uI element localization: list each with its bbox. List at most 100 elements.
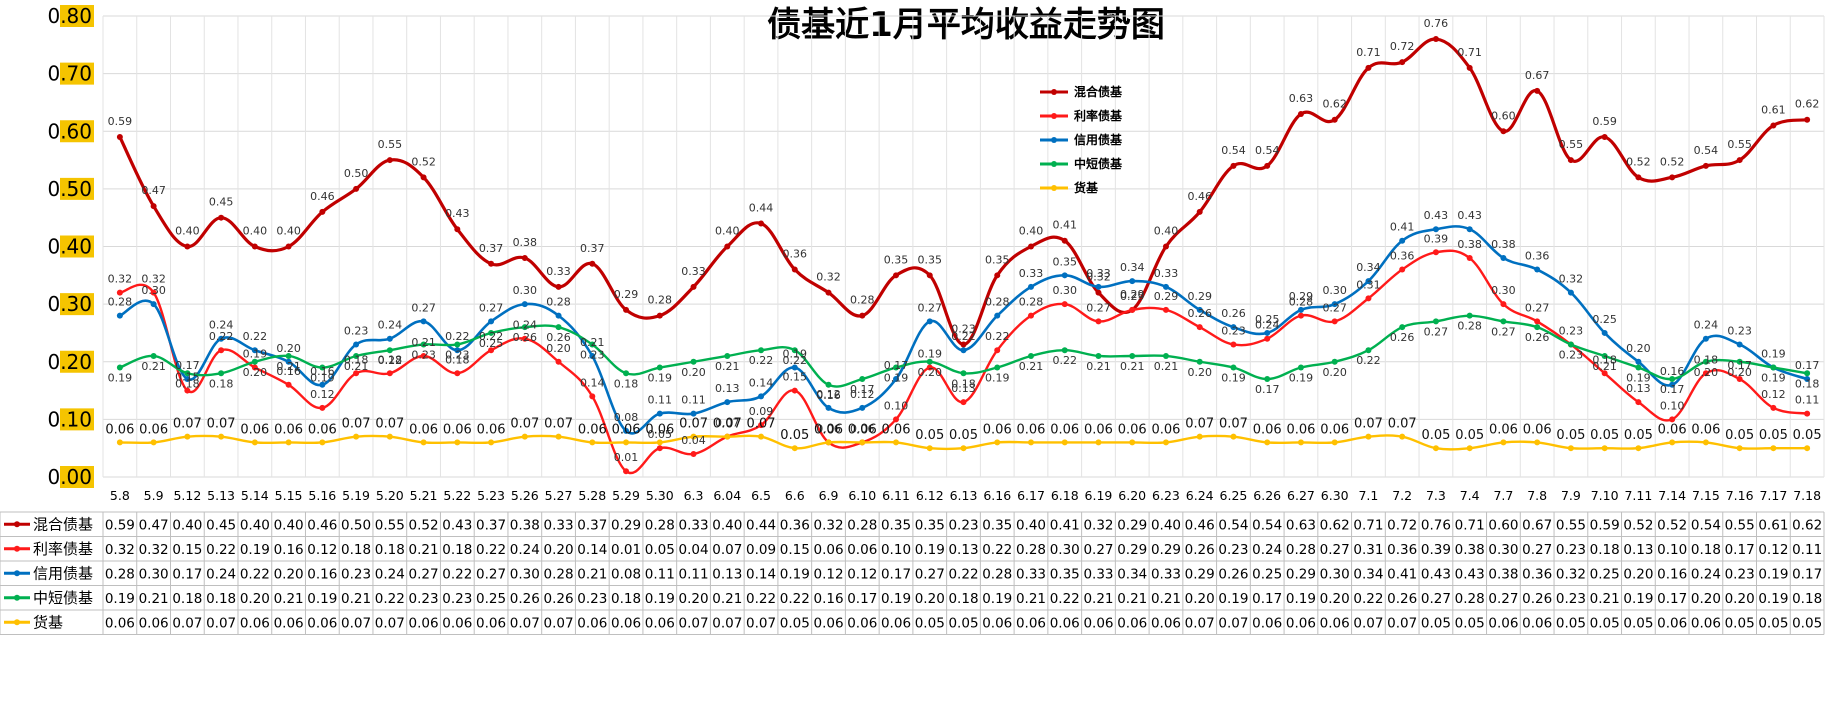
data-point	[1635, 364, 1642, 371]
data-point	[859, 404, 866, 411]
table-cell: 0.07	[1218, 615, 1248, 631]
data-label: 0.36	[783, 248, 808, 261]
data-label: 0.19	[1761, 348, 1786, 361]
data-label: 0.06	[1523, 422, 1552, 437]
data-point	[454, 226, 461, 233]
table-cell: 0.22	[982, 542, 1012, 558]
table-cell: 0.15	[172, 542, 202, 558]
data-label: 0.05	[780, 428, 809, 443]
y-tick-label: 0.70	[47, 62, 92, 86]
data-point	[960, 370, 967, 377]
data-label: 0.05	[1793, 428, 1822, 443]
table-cell: 0.19	[645, 591, 675, 607]
data-label: 0.59	[108, 115, 133, 128]
data-label: 0.07	[173, 417, 202, 432]
table-cell: 0.27	[1522, 542, 1552, 558]
data-label: 0.06	[1084, 422, 1113, 437]
table-cell: 0.41	[1387, 566, 1417, 582]
data-point	[1601, 445, 1608, 452]
data-label: 0.35	[918, 253, 943, 266]
data-point	[454, 347, 461, 354]
data-point	[1196, 208, 1203, 215]
data-point	[285, 381, 292, 388]
legend-marker	[1051, 113, 1057, 119]
data-label: 0.07	[510, 417, 539, 432]
table-cell: 0.09	[746, 542, 776, 558]
table-cell: 0.40	[712, 517, 742, 533]
data-point	[960, 445, 967, 452]
legend-marker	[1051, 185, 1057, 191]
data-label: 0.23	[1559, 324, 1584, 337]
data-label: 0.44	[749, 201, 774, 214]
table-cell: 0.20	[1691, 591, 1721, 607]
y-tick-label: 0.50	[47, 177, 92, 201]
table-cell: 0.29	[1185, 566, 1215, 582]
table-cell: 0.32	[139, 542, 169, 558]
data-point	[960, 399, 967, 406]
x-tick-label: 6.11	[882, 488, 910, 503]
legend-label: 中短债基	[1074, 156, 1123, 171]
x-tick-label: 6.9	[819, 488, 839, 503]
data-label: 0.23	[1221, 324, 1246, 337]
data-point	[555, 312, 562, 319]
data-point	[1264, 376, 1271, 383]
table-cell: 0.40	[1016, 517, 1046, 533]
data-point	[1635, 399, 1642, 406]
data-label: 0.62	[1795, 98, 1820, 111]
table-cell: 0.06	[611, 615, 641, 631]
data-label: 0.32	[1086, 271, 1111, 284]
table-cell: 0.16	[307, 566, 337, 582]
data-label: 0.33	[681, 265, 706, 278]
data-label: 0.05	[915, 428, 944, 443]
table-cell: 0.06	[813, 615, 843, 631]
table-cell: 0.27	[1320, 542, 1350, 558]
table-cell: 0.28	[544, 566, 574, 582]
data-label: 0.40	[175, 225, 200, 238]
table-cell: 0.27	[476, 566, 506, 582]
table-row-label: 利率债基	[33, 540, 93, 558]
data-label: 0.27	[1322, 301, 1347, 314]
data-point	[1635, 445, 1642, 452]
x-tick-label: 5.8	[110, 488, 130, 503]
table-cell: 0.22	[476, 542, 506, 558]
data-point	[1365, 64, 1372, 71]
data-label: 0.27	[1491, 325, 1516, 338]
y-tick-highlight	[60, 235, 94, 258]
y-tick-highlight	[60, 293, 94, 316]
x-tick-label: 7.17	[1759, 488, 1787, 503]
data-label: 0.32	[108, 273, 133, 286]
table-cell: 0.32	[105, 542, 135, 558]
table-cell: 0.07	[1387, 615, 1417, 631]
data-label: 0.54	[1255, 144, 1280, 157]
table-cell: 0.06	[881, 615, 911, 631]
data-point	[184, 433, 191, 440]
data-label: 0.29	[1120, 290, 1145, 303]
data-point	[1534, 87, 1541, 94]
data-point	[893, 439, 900, 446]
data-point	[1264, 335, 1271, 342]
data-point	[1432, 249, 1439, 256]
table-cell: 0.21	[274, 591, 304, 607]
table-cell: 0.05	[1421, 615, 1451, 631]
data-label: 0.15	[783, 371, 808, 384]
table-cell: 0.07	[341, 615, 371, 631]
data-point	[1297, 306, 1304, 313]
data-label: 0.21	[344, 360, 369, 373]
data-label: 0.59	[1592, 115, 1617, 128]
data-label: 0.08	[614, 411, 639, 424]
data-label: 0.20	[276, 342, 301, 355]
data-point	[1770, 364, 1777, 371]
x-tick-label: 6.10	[848, 488, 876, 503]
data-point	[1196, 358, 1203, 365]
data-label: 0.21	[141, 360, 166, 373]
data-point	[116, 364, 123, 371]
data-point	[319, 439, 326, 446]
table-cell: 0.28	[1286, 542, 1316, 558]
table-cell: 0.16	[813, 591, 843, 607]
data-label: 0.06	[645, 422, 674, 437]
data-point	[1736, 445, 1743, 452]
table-cell: 0.06	[1151, 615, 1181, 631]
table-cell: 0.29	[1286, 566, 1316, 582]
data-point	[218, 347, 225, 354]
y-tick-highlight	[60, 62, 94, 85]
